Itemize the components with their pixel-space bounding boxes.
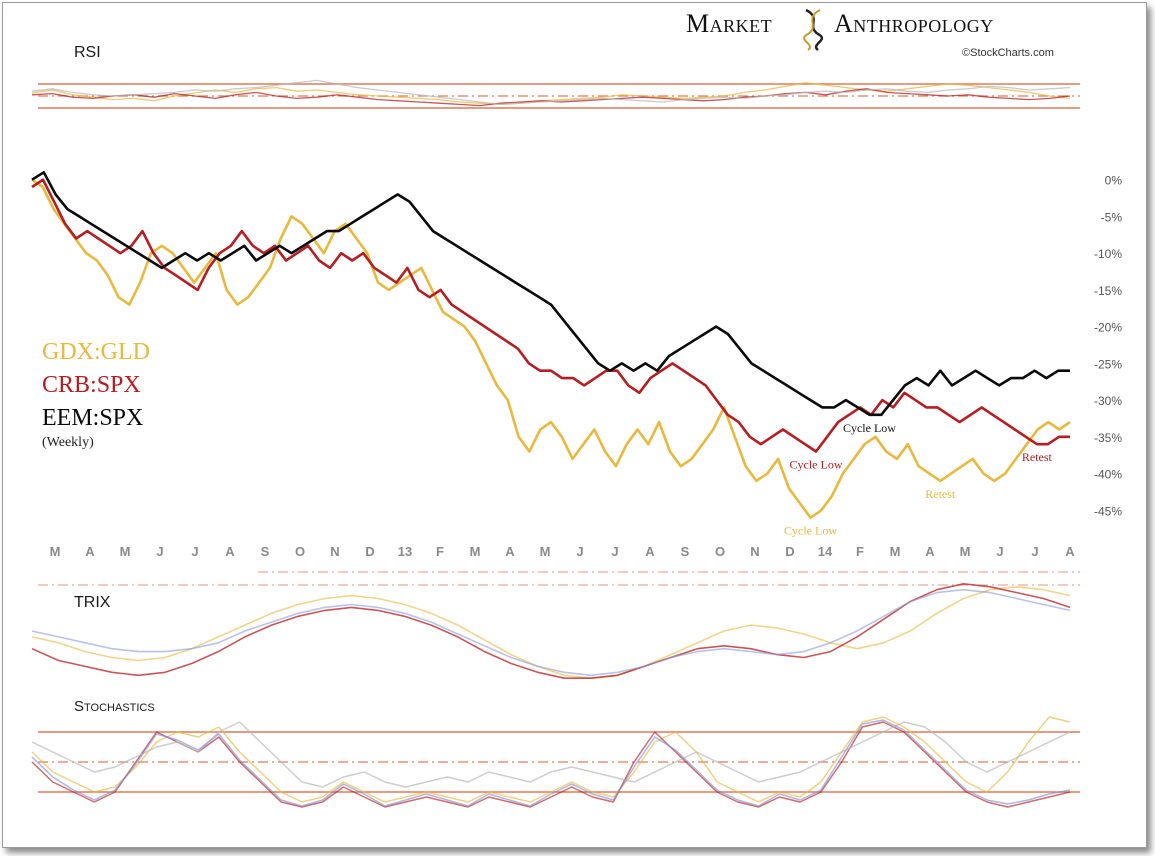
stoch-lines-gdx-gld [31,716,1071,803]
rsi-guides [38,83,1080,109]
annotation-retest-crb-spx: Retest [1022,450,1053,464]
rsi-title: RSI [74,44,101,61]
y-tick-label: -45% [1094,504,1122,518]
legend-eem-spx: EEM:SPX [42,405,143,431]
month-label: J [611,544,618,559]
month-label: D [785,544,794,559]
month-label: F [436,544,444,559]
y-tick-label: -5% [1101,210,1123,224]
main-x-axis: M A M J J A S O N D 13 F M A M J J A S O N D 14 F M A M J J A [50,544,1076,559]
trix-title: TRIX [74,594,111,611]
credit-label: ©StockCharts.com [962,47,1054,59]
rsi-lines [31,79,1071,107]
trix-lines-gdx-gld [31,585,1071,680]
month-label: J [156,544,163,559]
y-tick-label: -40% [1094,468,1122,482]
stochastics-title: Stochastics [74,698,155,715]
main-lines-eem-spx [31,171,1070,417]
chart-frame [2,2,1147,848]
month-label: O [295,544,305,559]
month-label: S [681,544,690,559]
rsi-lines-eem-spx [31,79,1071,106]
stochastics-lines [31,716,1071,808]
month-label: J [1031,544,1038,559]
month-label: M [540,544,551,559]
dna-icon [803,8,824,51]
trix-lines-eem-spx [31,588,1071,677]
y-tick-label: -10% [1094,247,1122,261]
legend-crb-spx: CRB:SPX [42,372,141,398]
month-label: M [960,544,971,559]
y-tick-label: -30% [1094,394,1122,408]
main-lines-gdx-gld [31,178,1071,520]
month-label: J [996,544,1003,559]
month-label: J [576,544,583,559]
stoch-lines-crb-spx [31,721,1071,808]
legend-weekly: (Weekly) [42,435,94,450]
brand-right: Anthropology [834,9,994,38]
y-tick-label: -15% [1094,284,1122,298]
month-label: O [715,544,725,559]
month-label: S [261,544,270,559]
month-label: F [856,544,864,559]
annotation-cycle-low-crb-spx: Cycle Low [790,458,843,472]
y-tick-label: -20% [1094,321,1122,335]
month-label: M [470,544,481,559]
y-tick-label: 0% [1105,174,1123,188]
main-y-axis: 0% -5% -10% -15% -20% -25% -30% -35% -40% -45% [1094,174,1122,519]
month-label: A [85,544,95,559]
month-label: M [50,544,61,559]
trix-guides [38,571,1080,586]
month-label: 14 [818,544,833,559]
annotation-retest-gdx-gld: Retest [925,487,956,501]
month-label: A [925,544,935,559]
y-tick-label: -35% [1094,431,1122,445]
main-lines-crb-spx [31,178,1070,453]
month-label: 13 [398,544,412,559]
annotation-cycle-low-eem-spx: Cycle Low [843,421,896,435]
stoch-lines-series-3 [31,719,1071,807]
trix-lines-crb-spx [31,582,1071,680]
trix-lines [31,582,1071,680]
month-label: N [330,544,339,559]
month-label: A [225,544,235,559]
brand-left: Market [686,9,772,38]
y-tick-label: -25% [1094,357,1122,371]
month-label: A [505,544,515,559]
month-label: D [365,544,374,559]
legend-gdx-gld: GDX:GLD [42,339,150,365]
main-lines [31,171,1071,520]
month-label: A [1065,544,1075,559]
annotation-cycle-low-gdx-gld: Cycle Low [784,524,837,538]
legend: GDX:GLD CRB:SPX EEM:SPX (Weekly) [42,339,150,450]
month-label: J [191,544,198,559]
main-annotations: Cycle Low Cycle Low Cycle Low Retest Retest [784,421,1053,538]
month-label: M [890,544,901,559]
month-label: M [120,544,131,559]
month-label: N [750,544,759,559]
month-label: A [645,544,655,559]
